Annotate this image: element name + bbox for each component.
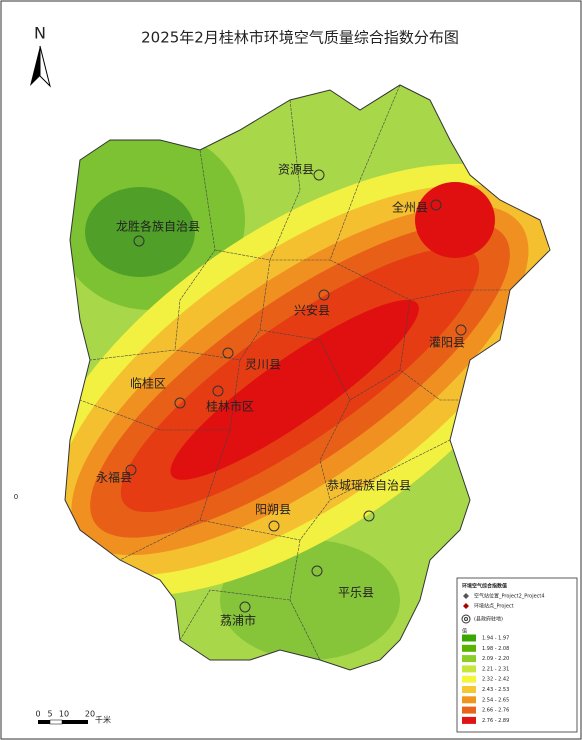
county-label: 永福县 [96, 470, 132, 485]
county-label: 灵川县 [245, 358, 281, 372]
scale-unit: 千米 [95, 715, 111, 725]
legend-swatch [462, 686, 476, 693]
legend-swatch [462, 696, 476, 704]
legend-symbol: (县政府驻地) [474, 616, 503, 623]
scale-bar: 0 5 10 20 千米 [35, 710, 111, 725]
county-label: 桂林市区 [206, 399, 254, 414]
legend-swatch [462, 716, 476, 724]
legend-class-label: 2.32 - 2.42 [482, 677, 509, 683]
legend-class-label: 1.98 - 2.08 [482, 646, 509, 652]
north-label: N [34, 24, 46, 43]
county-label: 荔浦市 [220, 613, 256, 628]
legend-title: 环境空气综合指数值 [462, 583, 507, 590]
legend-swatch [462, 675, 476, 683]
county-label: 灌阳县 [429, 336, 465, 350]
scale-label: 10 [59, 710, 69, 719]
scale-label: 0 [35, 710, 40, 719]
county-label: 临桂区 [130, 376, 166, 391]
legend: 环境空气综合指数值 空气站位置_Project2_Project4 环境站点_P… [456, 577, 578, 733]
county-label: 阳朔县 [255, 502, 291, 517]
county-seat-markers [125, 169, 467, 613]
county-label: 资源县 [278, 163, 314, 177]
map-title: 2025年2月桂林市环境空气质量综合指数分布图 [141, 29, 459, 47]
legend-class-label: 2.76 - 2.89 [482, 718, 509, 724]
scale-label: 5 [47, 710, 52, 719]
legend-class-label: 2.66 - 2.76 [482, 708, 509, 714]
north-arrow: N [30, 24, 51, 88]
scale-label: 20 [85, 710, 95, 719]
county-label: 恭城瑶族自治县 [327, 479, 411, 493]
county-label: 平乐县 [338, 586, 374, 600]
legend-symbol: 空气站位置_Project2_Project4 [474, 593, 545, 600]
legend-class-label: 2.21 - 2.31 [482, 666, 509, 672]
legend-class-label: 1.94 - 1.97 [482, 636, 509, 642]
legend-class-label: 2.43 - 2.53 [482, 687, 509, 693]
legend-symbol: 环境站点_Project [474, 603, 514, 610]
county-label: 龙胜各族自治县 [116, 219, 200, 234]
legend-class-label: 2.54 - 2.65 [482, 697, 509, 703]
county-label: 全州县 [392, 200, 428, 215]
legend-swatch [462, 634, 476, 642]
legend-swatch [462, 665, 476, 673]
county-label: 兴安县 [294, 303, 330, 318]
county-boundaries [79, 84, 510, 661]
legend-swatch [462, 644, 476, 652]
edge-label: 0 [14, 493, 18, 501]
legend-swatch [462, 706, 476, 714]
legend-swatch [462, 655, 476, 663]
legend-class-label: 2.09 - 2.20 [482, 656, 509, 662]
legend-value-heading: 值 [462, 628, 467, 635]
